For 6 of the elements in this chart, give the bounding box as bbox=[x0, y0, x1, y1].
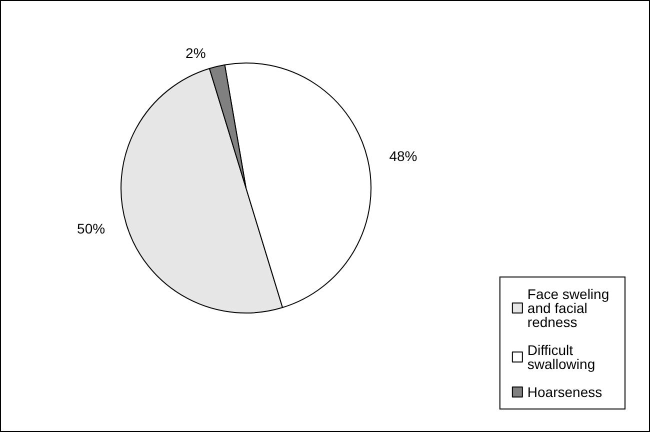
data-label: 2% bbox=[186, 44, 206, 61]
legend-label: Face sweling and facial redness bbox=[527, 286, 613, 330]
data-label: 50% bbox=[77, 220, 106, 237]
legend-label: Hoarseness bbox=[527, 384, 602, 400]
legend-label: Difficult swallowing bbox=[527, 342, 596, 372]
data-label: 48% bbox=[389, 148, 418, 164]
